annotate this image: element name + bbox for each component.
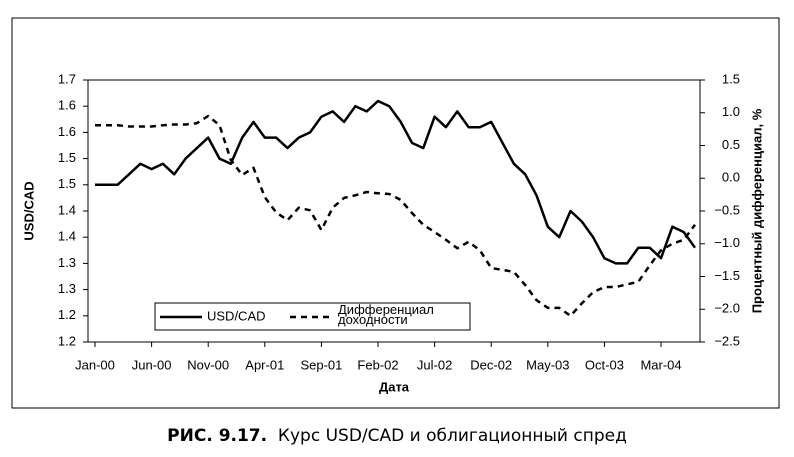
y2-tick-label: 0.5 (722, 137, 740, 152)
series-line (95, 114, 696, 318)
legend-label: USD/CAD (207, 308, 266, 323)
x-tick-label: May-03 (526, 357, 569, 372)
x-tick-label: Dec-02 (470, 357, 512, 372)
y2-tick-label: −1.0 (714, 235, 740, 250)
x-tick-label: Jan-00 (75, 357, 115, 372)
y2-tick-label: 1.5 (722, 71, 740, 86)
y-axis-label: USD/CAD (21, 181, 36, 240)
x-axis-label: Дата (379, 379, 410, 394)
x-tick-label: Jun-00 (132, 357, 172, 372)
legend-label: Дифференциал доходности (338, 302, 434, 327)
y-tick-label: 1.7 (58, 71, 76, 86)
y-tick-label: 1.3 (58, 255, 76, 270)
y-tick-label: 1.4 (58, 229, 76, 244)
y-tick-label: 1.2 (58, 307, 76, 322)
caption-label: РИС. 9.17. (167, 426, 268, 446)
x-tick-label: Sep-01 (300, 357, 342, 372)
y2-axis-label: Процентный дифференциал, % (749, 108, 764, 313)
y-tick-label: 1.6 (58, 98, 76, 113)
series-line (95, 99, 697, 265)
y-tick-label: 1.5 (58, 150, 76, 165)
chart-frame (11, 17, 780, 409)
caption: РИС. 9.17. Курс USD/CAD и облигационный … (0, 426, 794, 446)
caption-text: Курс USD/CAD и облигационный спред (277, 426, 627, 446)
x-tick-label: Feb-02 (357, 357, 398, 372)
x-tick-label: Jul-02 (417, 357, 452, 372)
x-tick-label: Nov-00 (187, 357, 229, 372)
y-tick-label: 1.6 (58, 124, 76, 139)
y-tick-label: 1.4 (58, 202, 76, 217)
legend-box (154, 302, 471, 331)
x-tick-label: Mar-04 (640, 357, 681, 372)
y-tick-label: 1.5 (58, 176, 76, 191)
y2-tick-label: −0.5 (714, 202, 740, 217)
x-tick-label: Oct-03 (585, 357, 624, 372)
y-tick-label: 1.2 (58, 333, 76, 348)
x-tick-label: Apr-01 (245, 357, 284, 372)
y2-tick-label: −2.5 (714, 333, 740, 348)
y2-tick-label: −2.0 (714, 301, 740, 316)
y2-tick-label: −1.5 (714, 268, 740, 283)
chart: Дата USD/CAD Процентный дифференциал, % … (11, 17, 780, 409)
y-tick-label: 1.3 (58, 281, 76, 296)
y2-tick-label: 0.0 (722, 170, 740, 185)
y2-tick-label: 1.0 (722, 104, 740, 119)
